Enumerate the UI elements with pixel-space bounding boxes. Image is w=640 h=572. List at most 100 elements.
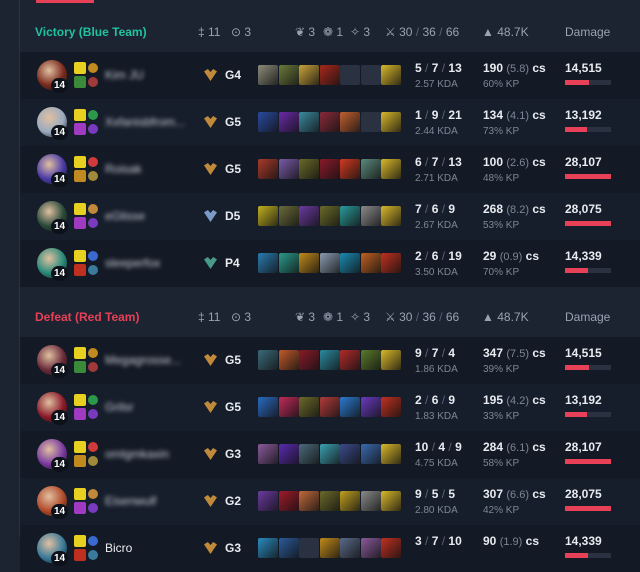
item-icon[interactable] [381, 350, 401, 370]
item-icon[interactable] [278, 397, 299, 417]
secondary-rune-icon[interactable] [88, 550, 98, 560]
item-icon[interactable] [278, 112, 299, 132]
item-icon[interactable] [299, 491, 319, 511]
item-icon[interactable] [278, 444, 299, 464]
item-icon[interactable] [319, 65, 340, 85]
item-icon[interactable] [319, 159, 340, 179]
summoner-name[interactable]: Grilsr [105, 400, 134, 414]
item-icon[interactable] [319, 538, 340, 558]
item-icon[interactable] [340, 253, 360, 273]
item-icon[interactable] [258, 397, 278, 417]
item-icon[interactable] [319, 253, 340, 273]
summoner-spell-flash-icon[interactable] [74, 62, 86, 74]
summoner-spell-flash-icon[interactable] [74, 488, 86, 500]
item-icon[interactable] [278, 253, 299, 273]
summoner-name[interactable]: Bicro [105, 541, 133, 555]
item-icon[interactable] [299, 397, 319, 417]
item-icon[interactable] [278, 206, 299, 226]
item-icon[interactable] [360, 253, 381, 273]
summoner-name[interactable]: Roisak [105, 162, 142, 176]
item-icon[interactable] [360, 159, 381, 179]
player-row[interactable]: 14 eGlisse D5 7 / 6 / 9 2.67 KDA 268 (8.2) cs… [20, 193, 640, 240]
item-icon[interactable] [381, 538, 401, 558]
item-icon[interactable] [278, 350, 299, 370]
primary-rune-icon[interactable] [88, 251, 98, 261]
summoner-spell-flash-icon[interactable] [74, 394, 86, 406]
item-icon[interactable] [299, 112, 319, 132]
item-icon[interactable] [258, 444, 278, 464]
primary-rune-icon[interactable] [88, 442, 98, 452]
item-icon[interactable] [340, 538, 360, 558]
item-icon[interactable] [340, 159, 360, 179]
item-icon[interactable] [258, 491, 278, 511]
summoner-name[interactable]: Eisenwulf [105, 494, 157, 508]
secondary-rune-icon[interactable] [88, 456, 98, 466]
summoner-spell-flash-icon[interactable] [74, 156, 86, 168]
summoner-spell-flash-icon[interactable] [74, 203, 86, 215]
player-row[interactable]: 14 Xxfanisbfrom... G5 1 / 9 / 21 2.44 KDA 134… [20, 99, 640, 146]
item-icon[interactable] [381, 159, 401, 179]
item-icon[interactable] [381, 253, 401, 273]
summoner-spell-icon[interactable] [74, 76, 86, 88]
primary-rune-icon[interactable] [88, 110, 98, 120]
item-icon[interactable] [319, 112, 340, 132]
item-icon[interactable] [258, 350, 278, 370]
item-icon[interactable] [299, 350, 319, 370]
item-icon[interactable] [340, 491, 360, 511]
item-icon[interactable] [381, 444, 401, 464]
player-row[interactable]: 14 Megagrosse... G5 9 / 7 / 4 1.86 KDA 347 (7… [20, 337, 640, 384]
item-icon[interactable] [340, 350, 360, 370]
item-icon[interactable] [360, 206, 381, 226]
damage-column-header[interactable]: Damage [565, 310, 611, 324]
secondary-rune-icon[interactable] [88, 171, 98, 181]
summoner-spell-icon[interactable] [74, 455, 86, 467]
summoner-spell-flash-icon[interactable] [74, 109, 86, 121]
item-icon[interactable] [299, 444, 319, 464]
item-icon[interactable] [360, 397, 381, 417]
item-icon[interactable] [278, 538, 299, 558]
item-icon[interactable] [258, 65, 278, 85]
item-icon[interactable] [299, 206, 319, 226]
summoner-name[interactable]: omlgmkaxin [105, 447, 170, 461]
summoner-name[interactable]: Kim JU [105, 68, 144, 82]
secondary-rune-icon[interactable] [88, 409, 98, 419]
item-icon[interactable] [299, 65, 319, 85]
item-icon[interactable] [258, 253, 278, 273]
player-row[interactable]: 14 omlgmkaxin G3 10 / 4 / 9 4.75 KDA 284 (6.1… [20, 431, 640, 478]
item-icon[interactable] [258, 538, 278, 558]
summoner-spell-icon[interactable] [74, 549, 86, 561]
item-icon[interactable] [299, 159, 319, 179]
item-icon[interactable] [340, 444, 360, 464]
player-row[interactable]: 14 Bicro G3 3 / 7 / 10 90 (1.9) cs 14,339 [20, 525, 640, 572]
secondary-rune-icon[interactable] [88, 503, 98, 513]
summoner-spell-icon[interactable] [74, 502, 86, 514]
secondary-rune-icon[interactable] [88, 362, 98, 372]
item-icon[interactable] [319, 491, 340, 511]
summoner-spell-icon[interactable] [74, 217, 86, 229]
item-icon[interactable] [278, 159, 299, 179]
item-icon[interactable] [319, 350, 340, 370]
primary-rune-icon[interactable] [88, 536, 98, 546]
item-icon[interactable] [381, 397, 401, 417]
summoner-spell-icon[interactable] [74, 264, 86, 276]
item-icon[interactable] [278, 65, 299, 85]
secondary-rune-icon[interactable] [88, 218, 98, 228]
item-icon[interactable] [340, 397, 360, 417]
player-row[interactable]: 14 sleeperfox P4 2 / 6 / 19 3.50 KDA 29 (0.9)… [20, 240, 640, 287]
item-icon[interactable] [340, 206, 360, 226]
item-icon[interactable] [381, 112, 401, 132]
item-icon[interactable] [360, 444, 381, 464]
item-icon[interactable] [360, 350, 381, 370]
primary-rune-icon[interactable] [88, 489, 98, 499]
player-row[interactable]: 14 Roisak G5 6 / 7 / 13 2.71 KDA 100 (2.6) cs… [20, 146, 640, 193]
secondary-rune-icon[interactable] [88, 77, 98, 87]
summoner-spell-icon[interactable] [74, 170, 86, 182]
item-icon[interactable] [381, 65, 401, 85]
item-icon[interactable] [319, 206, 340, 226]
primary-rune-icon[interactable] [88, 348, 98, 358]
primary-rune-icon[interactable] [88, 204, 98, 214]
item-icon[interactable] [319, 397, 340, 417]
summoner-spell-icon[interactable] [74, 123, 86, 135]
summoner-name[interactable]: Megagrosse... [105, 353, 182, 367]
player-row[interactable]: 14 Eisenwulf G2 9 / 5 / 5 2.80 KDA 307 (6.6) … [20, 478, 640, 525]
